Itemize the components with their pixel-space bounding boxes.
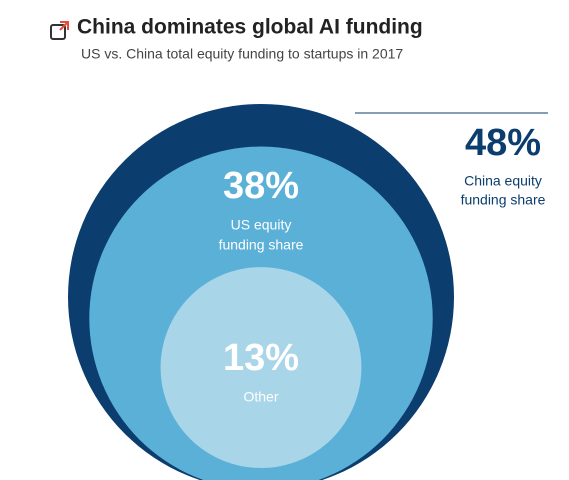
- category-label: funding share: [219, 237, 304, 253]
- value-label: 38%: [223, 165, 299, 207]
- chart-title: China dominates global AI funding: [77, 16, 423, 39]
- plot: 48% China equity funding share 38% US equity…: [68, 104, 548, 480]
- value-label: 13%: [223, 337, 299, 379]
- category-label: funding share: [461, 192, 546, 208]
- category-label: Other: [243, 389, 278, 405]
- category-label: US equity: [231, 217, 292, 233]
- circle: [160, 267, 362, 468]
- chart-subtitle: US vs. China total equity funding to sta…: [81, 46, 403, 62]
- title-icon: [50, 21, 69, 40]
- value-label: 48%: [465, 122, 541, 164]
- category-label: China equity: [464, 173, 542, 189]
